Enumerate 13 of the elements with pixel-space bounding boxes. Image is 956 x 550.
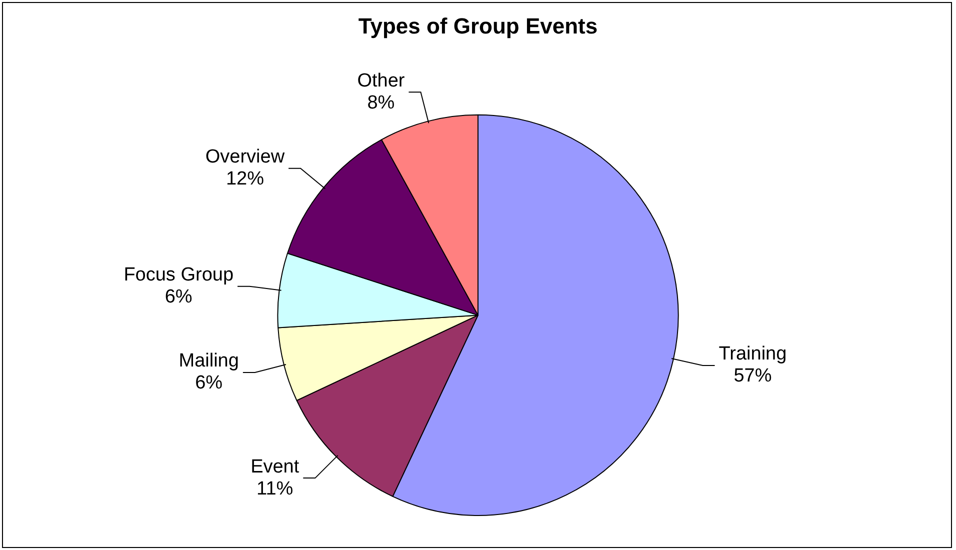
slice-label: Overview	[205, 146, 285, 168]
data-label: 6%	[164, 286, 192, 308]
slice-label: Focus Group	[124, 264, 234, 286]
data-label: 57%	[734, 366, 772, 387]
chart-title: Types of Group Events	[358, 13, 598, 38]
slice-label: Training	[718, 344, 787, 365]
data-label: 12%	[226, 168, 264, 190]
data-label: 8%	[367, 92, 395, 114]
data-label: 11%	[256, 478, 294, 500]
slice-label: Mailing	[178, 350, 239, 372]
slice-label: Event	[250, 456, 300, 478]
slice-label: Other	[357, 70, 406, 92]
data-label: 6%	[195, 372, 223, 394]
